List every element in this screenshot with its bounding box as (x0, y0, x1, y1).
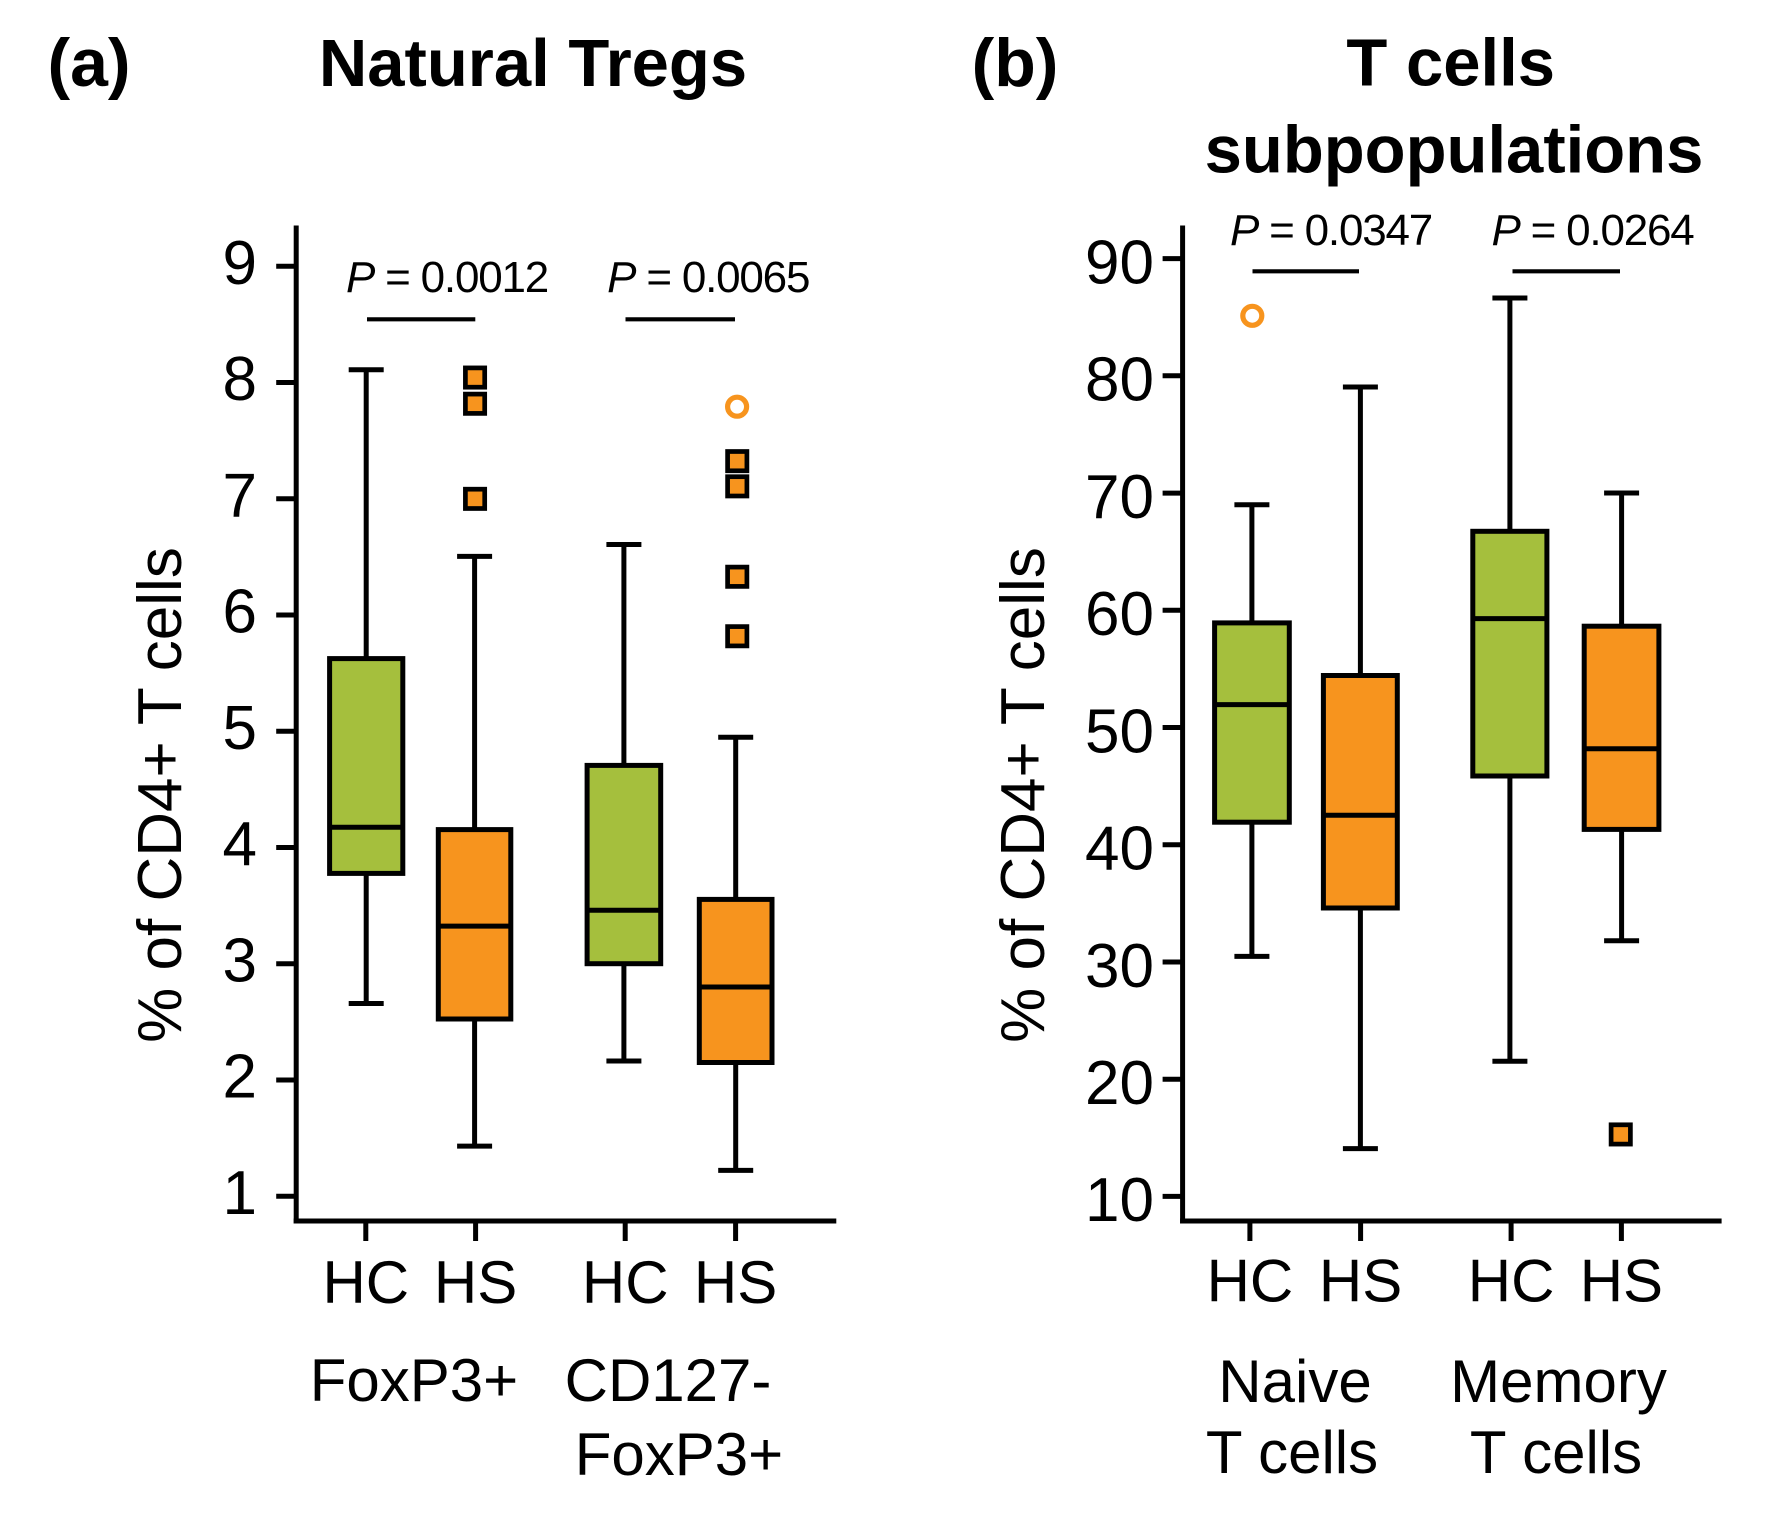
svg-text:Natural Tregs: Natural Tregs (319, 26, 747, 101)
svg-text:6: 6 (223, 578, 257, 647)
svg-text:% of CD4+ T cells: % of CD4+ T cells (126, 547, 195, 1043)
svg-text:40: 40 (1085, 815, 1154, 884)
svg-text:HC: HC (1207, 1248, 1294, 1315)
svg-text:HC: HC (322, 1249, 409, 1316)
svg-text:P = 0.0264: P = 0.0264 (1491, 206, 1694, 255)
svg-text:HC: HC (582, 1249, 669, 1316)
svg-text:70: 70 (1085, 463, 1154, 532)
svg-text:FoxP3+: FoxP3+ (575, 1421, 783, 1488)
svg-text:P = 0.0347: P = 0.0347 (1230, 206, 1432, 255)
svg-text:% of CD4+ T cells: % of CD4+ T cells (989, 547, 1058, 1043)
svg-text:50: 50 (1085, 697, 1154, 766)
svg-text:T cells: T cells (1470, 1419, 1642, 1486)
svg-text:HC: HC (1468, 1248, 1555, 1315)
svg-text:HS: HS (434, 1249, 517, 1316)
svg-text:7: 7 (223, 461, 257, 530)
svg-text:90: 90 (1085, 228, 1154, 297)
svg-text:HS: HS (694, 1249, 777, 1316)
svg-text:subpopulations: subpopulations (1205, 112, 1704, 187)
svg-text:80: 80 (1085, 346, 1154, 415)
svg-text:P = 0.0012: P = 0.0012 (346, 253, 548, 302)
svg-text:3: 3 (223, 926, 257, 995)
svg-text:HS: HS (1319, 1248, 1402, 1315)
svg-text:30: 30 (1085, 932, 1154, 1001)
svg-text:P = 0.0065: P = 0.0065 (607, 253, 809, 302)
svg-text:4: 4 (223, 810, 257, 879)
svg-text:T cells: T cells (1346, 25, 1555, 100)
svg-text:10: 10 (1085, 1166, 1154, 1235)
svg-text:9: 9 (223, 229, 257, 298)
svg-text:60: 60 (1085, 580, 1154, 649)
svg-text:1: 1 (223, 1159, 257, 1228)
svg-text:(b): (b) (972, 25, 1059, 101)
svg-text:Naive: Naive (1218, 1348, 1371, 1415)
svg-text:HS: HS (1580, 1248, 1663, 1315)
svg-text:8: 8 (223, 345, 257, 414)
svg-text:5: 5 (223, 694, 257, 763)
svg-text:20: 20 (1085, 1049, 1154, 1118)
svg-text:(a): (a) (47, 25, 130, 101)
svg-text:FoxP3+: FoxP3+ (310, 1347, 518, 1414)
svg-text:Memory: Memory (1450, 1348, 1667, 1415)
svg-text:CD127-: CD127- (565, 1347, 772, 1414)
svg-text:T cells: T cells (1206, 1419, 1378, 1486)
svg-text:2: 2 (223, 1043, 257, 1112)
